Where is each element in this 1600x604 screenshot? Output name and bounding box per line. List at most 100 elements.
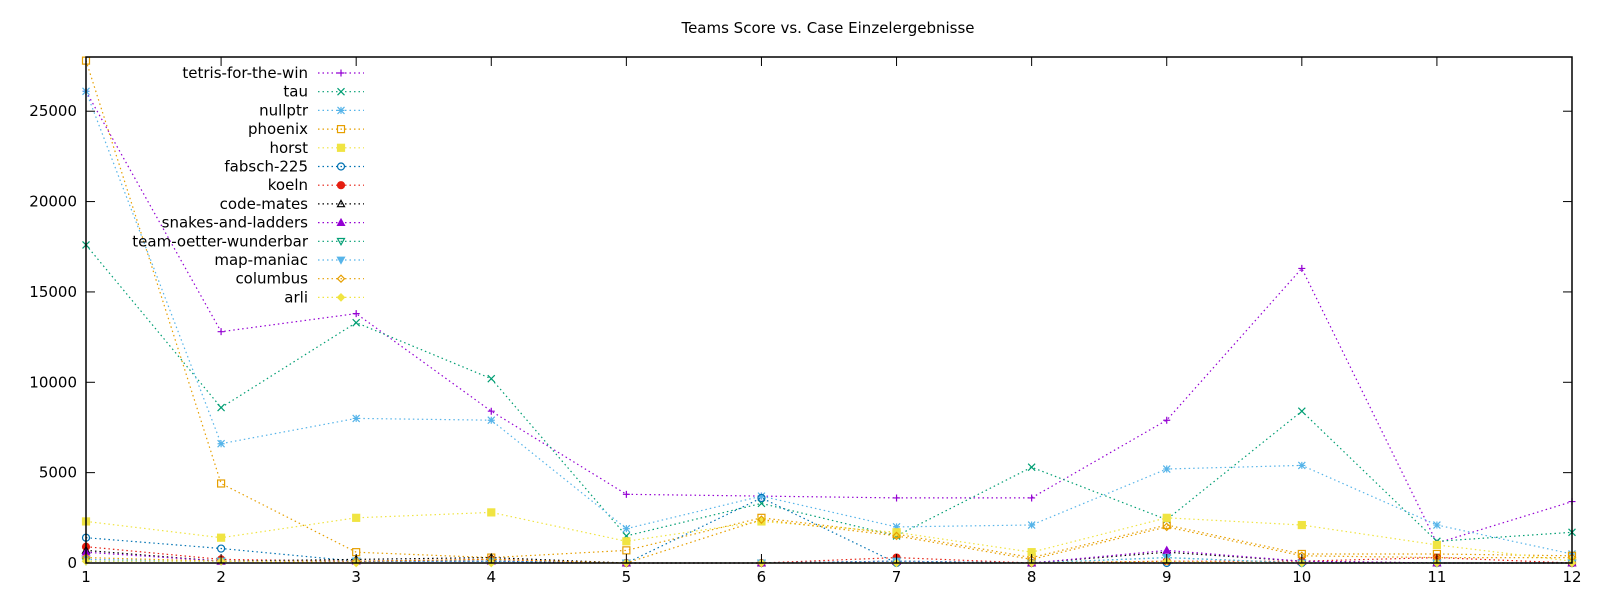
data-point bbox=[487, 407, 495, 415]
legend-label: code-mates bbox=[220, 195, 309, 213]
data-point bbox=[217, 328, 225, 336]
legend-marker bbox=[337, 87, 345, 96]
y-tick-label: 10000 bbox=[29, 373, 77, 391]
x-tick-label: 10 bbox=[1292, 568, 1311, 586]
x-tick-label: 4 bbox=[486, 568, 496, 586]
legend-marker bbox=[336, 143, 346, 152]
legend: tetris-for-the-wintaunullptrphoenixhorst… bbox=[132, 64, 364, 306]
series-line-tau bbox=[85, 244, 1573, 542]
legend-marker bbox=[336, 162, 346, 171]
data-point bbox=[622, 490, 630, 498]
legend-label: fabsch-225 bbox=[224, 158, 308, 176]
series-columbus bbox=[81, 515, 1577, 568]
data-point bbox=[216, 544, 226, 553]
legend-label: columbus bbox=[235, 270, 308, 288]
series-line-fabsch-225 bbox=[85, 497, 1572, 564]
series-line-code-mates bbox=[85, 549, 1572, 564]
legend-label: tetris-for-the-win bbox=[182, 64, 308, 82]
legend-label: phoenix bbox=[248, 120, 308, 138]
data-point bbox=[1027, 463, 1036, 472]
legend-label: horst bbox=[269, 139, 308, 157]
x-tick-label: 8 bbox=[1027, 568, 1037, 586]
data-point bbox=[1162, 465, 1171, 473]
data-point bbox=[216, 479, 226, 488]
data-point bbox=[1162, 545, 1172, 554]
plot-frame bbox=[85, 56, 1573, 564]
data-point bbox=[216, 533, 226, 542]
y-tick-label: 15000 bbox=[29, 283, 77, 301]
data-point bbox=[893, 494, 901, 502]
legend-marker bbox=[337, 106, 345, 115]
legend-label: koeln bbox=[268, 176, 308, 194]
data-point bbox=[1162, 522, 1172, 532]
x-tick-label: 6 bbox=[757, 568, 767, 586]
legend-marker bbox=[336, 256, 346, 265]
x-tick-label: 12 bbox=[1562, 568, 1581, 586]
data-point bbox=[622, 524, 631, 533]
x-tick-label: 2 bbox=[216, 568, 226, 586]
data-point bbox=[1028, 494, 1036, 502]
data-point bbox=[217, 403, 226, 412]
data-point bbox=[352, 310, 360, 318]
data-point bbox=[1298, 264, 1306, 272]
chart-title: Teams Score vs. Case Einzelergebnisse bbox=[680, 19, 974, 37]
y-tick-label: 25000 bbox=[29, 102, 77, 120]
series-line-phoenix bbox=[85, 60, 1573, 559]
series-line-snakes-and-ladders bbox=[85, 549, 1572, 564]
data-point bbox=[1297, 461, 1306, 470]
legend-marker bbox=[336, 181, 346, 190]
legend-label: tau bbox=[283, 83, 308, 101]
legend-marker bbox=[336, 237, 346, 247]
x-tick-label: 1 bbox=[81, 568, 91, 586]
x-tick-label: 3 bbox=[351, 568, 361, 586]
data-point bbox=[1297, 520, 1306, 530]
series-line-columbus bbox=[85, 518, 1572, 564]
y-tick-label: 0 bbox=[67, 554, 77, 572]
series-line-tetris-for-the-win bbox=[85, 91, 1573, 544]
data-point bbox=[487, 374, 496, 383]
data-point bbox=[487, 508, 496, 517]
data-point bbox=[757, 515, 766, 524]
legend-label: map-maniac bbox=[214, 251, 308, 269]
data-point bbox=[892, 531, 901, 541]
series-fabsch-225 bbox=[81, 493, 1577, 568]
data-point bbox=[622, 537, 631, 546]
data-point bbox=[1432, 540, 1442, 550]
x-tick-label: 5 bbox=[622, 568, 632, 586]
data-point bbox=[622, 546, 631, 555]
legend-label: snakes-and-ladders bbox=[162, 214, 309, 232]
series-line-horst bbox=[85, 511, 1573, 562]
data-point bbox=[1163, 416, 1171, 424]
legend-marker bbox=[336, 293, 346, 302]
x-tick-label: 11 bbox=[1427, 568, 1446, 586]
data-point bbox=[1027, 521, 1036, 529]
data-point bbox=[757, 493, 766, 503]
data-point bbox=[1297, 407, 1306, 416]
data-point bbox=[892, 522, 901, 531]
series-line-nullptr bbox=[85, 91, 1573, 555]
data-point bbox=[352, 318, 361, 327]
data-point bbox=[352, 513, 361, 522]
legend-marker bbox=[336, 217, 346, 226]
legend-label: arli bbox=[284, 288, 308, 306]
data-point bbox=[757, 517, 766, 526]
data-point bbox=[1162, 513, 1171, 522]
x-tick-label: 7 bbox=[892, 568, 902, 586]
legend-marker bbox=[336, 199, 346, 208]
y-tick-label: 20000 bbox=[29, 193, 77, 211]
legend-label: nullptr bbox=[259, 101, 309, 119]
data-point bbox=[757, 492, 766, 501]
series-line-koeln bbox=[85, 546, 1573, 564]
data-point bbox=[487, 416, 496, 425]
data-point bbox=[217, 439, 226, 448]
data-point bbox=[1432, 521, 1441, 529]
y-tick-label: 5000 bbox=[39, 464, 77, 482]
data-point bbox=[352, 414, 361, 423]
legend-marker bbox=[337, 69, 345, 77]
legend-marker bbox=[336, 274, 346, 284]
x-tick-label: 9 bbox=[1162, 568, 1172, 586]
legend-marker bbox=[336, 124, 346, 134]
